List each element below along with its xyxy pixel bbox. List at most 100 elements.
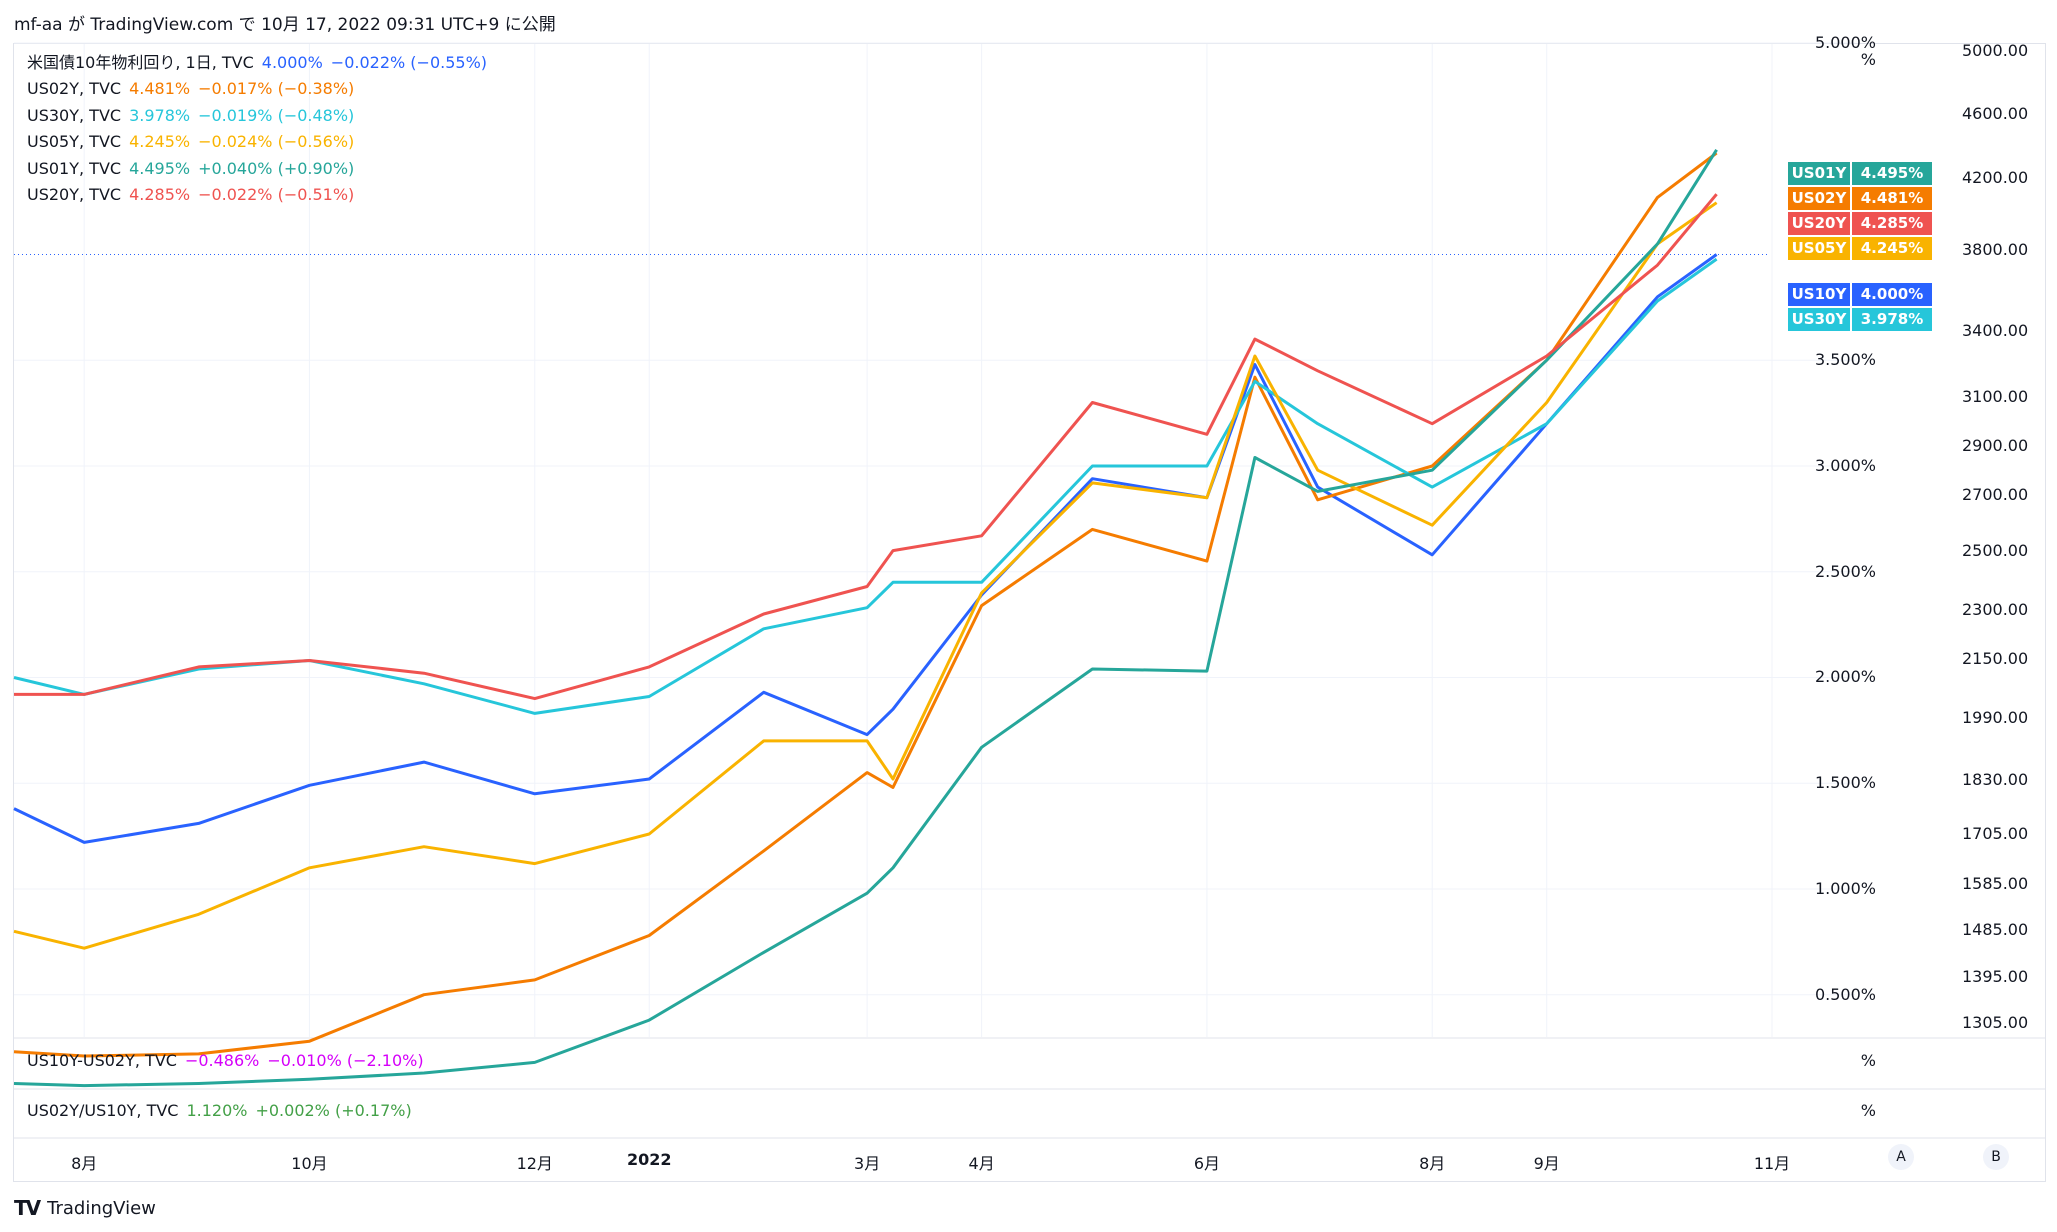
publish-header: mf-aa が TradingView.com で 10月 17, 2022 0… [14, 15, 556, 35]
right-tick-label: 2500.00 [1962, 541, 2029, 560]
time-tick-label: 3月 [854, 1154, 881, 1173]
legend-series-name: US05Y, TVC [27, 132, 122, 152]
badge-us30y: US30Y 3.978% [1788, 308, 1932, 331]
legend-series-change: −0.019% (−0.48%) [198, 105, 355, 125]
pct-tick-label: 3.000% [1814, 455, 1876, 475]
badge-value: 4.285% [1852, 212, 1932, 235]
badge-name: US02Y [1788, 187, 1850, 210]
right-tick-label: 3400.00 [1962, 321, 2029, 340]
footer: TV TradingView [14, 1196, 156, 1220]
time-tick-label: 2022 [626, 1150, 672, 1169]
legend-series-name: US20Y, TVC [27, 185, 122, 205]
legend-series-name: US01Y, TVC [27, 158, 122, 178]
pane-legend-ratio: US02Y/US10Y, TVC 1.120% +0.002% (+0.17%) [27, 1101, 420, 1120]
pane-unit-spread: % [1860, 1051, 1876, 1070]
scale-button-b[interactable]: B [1983, 1144, 2009, 1170]
legend-row[interactable]: US05Y, TVC 4.245% −0.024% (−0.56%) [27, 129, 495, 155]
right-tick-label: 2150.00 [1962, 649, 2029, 668]
time-tick-label: 9月 [1533, 1154, 1560, 1173]
time-tick-label: 8月 [71, 1154, 98, 1173]
brand-name: TradingView [47, 1197, 156, 1219]
legend-row[interactable]: US20Y, TVC 4.285% −0.022% (−0.51%) [27, 182, 495, 208]
badge-name: US20Y [1788, 212, 1850, 235]
legend-series-value: 3.978% [129, 105, 191, 125]
pct-tick-label: 5.000% [1814, 33, 1876, 52]
time-tick-label: 4月 [968, 1154, 995, 1173]
badge-name: US30Y [1788, 308, 1850, 331]
legend-series-change: +0.040% (+0.90%) [198, 158, 355, 178]
legend-row[interactable]: US30Y, TVC 3.978% −0.019% (−0.48%) [27, 103, 495, 129]
legend-series-value: 4.245% [129, 132, 191, 152]
series-line-us02y [13, 151, 1718, 1058]
badge-value: 4.481% [1852, 187, 1932, 210]
time-tick-label: 12月 [516, 1154, 553, 1173]
pct-axis-unit: % [1860, 50, 1876, 69]
pct-tick-label: 1.500% [1814, 773, 1876, 793]
legend-series-change: −0.017% (−0.38%) [198, 79, 355, 99]
badge-value: 3.978% [1852, 308, 1932, 331]
right-tick-label: 5000.00 [1962, 41, 2029, 60]
right-tick-label: 1990.00 [1962, 708, 2029, 727]
time-tick-label: 6月 [1193, 1154, 1221, 1173]
legend-series-name: US30Y, TVC [27, 105, 122, 125]
scale-button-a[interactable]: A [1888, 1144, 1914, 1170]
badge-us01y: US01Y 4.495% [1788, 162, 1932, 185]
badge-value: 4.495% [1852, 162, 1932, 185]
pct-tick-label: 0.500% [1814, 984, 1876, 1004]
legend-series-change: −0.024% (−0.56%) [198, 132, 355, 152]
right-tick-label: 1705.00 [1962, 824, 2029, 843]
pane-series-value: −0.486% [184, 1051, 260, 1070]
legend-series-name: US02Y, TVC [27, 79, 122, 99]
pct-tick-label: 3.500% [1814, 350, 1876, 370]
right-tick-label: 1585.00 [1962, 874, 2029, 893]
badge-name: US05Y [1788, 237, 1850, 260]
legend-series-change: −0.022% (−0.55%) [330, 53, 488, 72]
badge-value: 4.000% [1852, 283, 1932, 306]
legend-series-change: −0.022% (−0.51%) [198, 185, 355, 205]
pct-tick-label: 2.000% [1814, 667, 1876, 687]
legend-series-name: 米国債10年物利回り, 1日, TVC [27, 53, 254, 72]
series-line-us20y [14, 193, 1718, 701]
pane-series-change: −0.010% (−2.10%) [267, 1051, 424, 1070]
right-tick-label: 1830.00 [1962, 770, 2029, 789]
right-tick-label: 3800.00 [1962, 240, 2029, 259]
series-line-us05y [13, 201, 1718, 950]
badge-value: 4.245% [1852, 237, 1932, 260]
right-tick-label: 1305.00 [1962, 1013, 2029, 1032]
right-tick-label: 2700.00 [1962, 485, 2029, 504]
series-line-us01y [13, 149, 1718, 1088]
right-tick-label: 4600.00 [1962, 104, 2029, 123]
legend-row[interactable]: 米国債10年物利回り, 1日, TVC 4.000% −0.022% (−0.55%… [27, 50, 495, 76]
time-tick-label: 8月 [1419, 1154, 1446, 1173]
badge-us20y: US20Y 4.285% [1788, 212, 1932, 235]
legend-series-value: 4.285% [129, 185, 191, 205]
pane-series-name: US10Y-US02Y, TVC [27, 1051, 177, 1070]
right-tick-label: 2900.00 [1962, 436, 2029, 455]
right-tick-label: 1395.00 [1962, 967, 2029, 986]
legend-row[interactable]: US02Y, TVC 4.481% −0.017% (−0.38%) [27, 76, 495, 102]
right-tick-label: 2300.00 [1962, 600, 2029, 619]
pane-series-name: US02Y/US10Y, TVC [27, 1101, 179, 1120]
badge-us10y: US10Y 4.000% [1788, 283, 1932, 306]
legend-series-value: 4.481% [129, 79, 191, 99]
pct-tick-label: 1.000% [1814, 878, 1876, 898]
pct-tick-label: 2.500% [1814, 561, 1876, 581]
legend-series-value: 4.495% [129, 158, 191, 178]
series-line-us10y [13, 253, 1718, 844]
pane-legend-spread: US10Y-US02Y, TVC −0.486% −0.010% (−2.10%) [27, 1051, 432, 1070]
pane-unit-ratio: % [1860, 1101, 1876, 1120]
badge-us02y: US02Y 4.481% [1788, 187, 1932, 210]
tradingview-logo: TV [14, 1196, 41, 1220]
series-line-us30y [13, 257, 1718, 715]
right-tick-label: 1485.00 [1962, 920, 2029, 939]
legend-row[interactable]: US01Y, TVC 4.495% +0.040% (+0.90%) [27, 156, 495, 182]
badge-name: US01Y [1788, 162, 1850, 185]
pane-series-change: +0.002% (+0.17%) [255, 1101, 412, 1120]
legend-series-value: 4.000% [261, 53, 323, 72]
time-tick-label: 11月 [1753, 1154, 1791, 1173]
right-tick-label: 3100.00 [1962, 387, 2029, 406]
badge-us05y: US05Y 4.245% [1788, 237, 1932, 260]
time-tick-label: 10月 [291, 1154, 328, 1173]
badge-name: US10Y [1788, 283, 1850, 306]
